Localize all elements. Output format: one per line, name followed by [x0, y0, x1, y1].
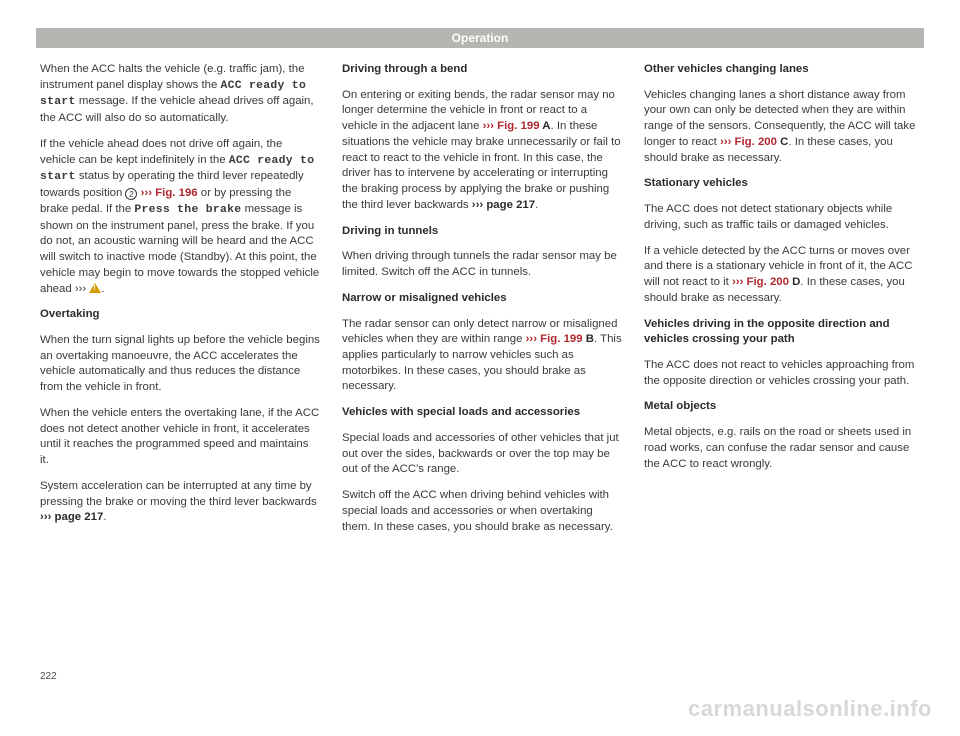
- page-number: 222: [40, 671, 57, 682]
- text: message is shown on the instrument panel…: [40, 203, 319, 295]
- figure-letter: D: [789, 276, 800, 288]
- section-title: Operation: [452, 31, 509, 45]
- subhead: Driving in tunnels: [342, 224, 622, 240]
- para: The ACC does not detect stationary objec…: [644, 202, 924, 233]
- column-2: Driving through a bend On entering or ex…: [342, 62, 622, 545]
- text: .: [101, 283, 104, 295]
- figure-letter: A: [540, 120, 551, 132]
- warning-icon: [89, 283, 101, 293]
- subhead: Metal objects: [644, 399, 924, 415]
- subhead: Other vehicles changing lanes: [644, 62, 924, 78]
- page-ref: ››› page 217: [40, 511, 103, 523]
- marker-circle: 2: [125, 188, 137, 200]
- para: Special loads and accessories of other v…: [342, 431, 622, 478]
- para: If the vehicle ahead does not drive off …: [40, 137, 320, 297]
- subhead: Overtaking: [40, 307, 320, 323]
- page-ref: ››› page 217: [472, 199, 535, 211]
- text: System acceleration can be interrupted a…: [40, 480, 317, 508]
- figure-ref: ››› Fig. 199: [526, 333, 583, 345]
- subhead: Vehicles with special loads and accessor…: [342, 405, 622, 421]
- para: On entering or exiting bends, the radar …: [342, 88, 622, 214]
- para: When the ACC halts the vehicle (e.g. tra…: [40, 62, 320, 127]
- subhead: Narrow or misaligned vehicles: [342, 291, 622, 307]
- para: When driving through tunnels the radar s…: [342, 249, 622, 280]
- para: Metal objects, e.g. rails on the road or…: [644, 425, 924, 472]
- section-header: Operation: [36, 28, 924, 48]
- para: If a vehicle detected by the ACC turns o…: [644, 244, 924, 307]
- figure-ref: ››› Fig. 199: [483, 120, 540, 132]
- column-1: When the ACC halts the vehicle (e.g. tra…: [40, 62, 320, 545]
- figure-ref: ››› Fig. 200: [720, 136, 777, 148]
- para: When the turn signal lights up before th…: [40, 333, 320, 396]
- figure-letter: C: [777, 136, 788, 148]
- subhead: Stationary vehicles: [644, 176, 924, 192]
- para: Vehicles changing lanes a short distance…: [644, 88, 924, 167]
- figure-ref: ››› Fig. 200: [732, 276, 789, 288]
- para: The ACC does not react to vehicles appro…: [644, 358, 924, 389]
- code-text: Press the brake: [134, 204, 241, 216]
- text: .: [103, 511, 106, 523]
- para: The radar sensor can only detect narrow …: [342, 317, 622, 396]
- subhead: Vehicles driving in the opposite directi…: [644, 317, 924, 348]
- watermark: carmanualsonline.info: [688, 696, 932, 722]
- para: System acceleration can be interrupted a…: [40, 479, 320, 526]
- body-columns: When the ACC halts the vehicle (e.g. tra…: [40, 62, 924, 545]
- para: Switch off the ACC when driving behind v…: [342, 488, 622, 535]
- arrows: ›››: [75, 283, 86, 295]
- figure-ref: ››› Fig. 196: [141, 187, 198, 199]
- text: . In these situations the vehicle may br…: [342, 120, 621, 211]
- column-3: Other vehicles changing lanes Vehicles c…: [644, 62, 924, 545]
- text: .: [535, 199, 538, 211]
- text: message. If the vehicle ahead drives off…: [40, 95, 314, 124]
- subhead: Driving through a bend: [342, 62, 622, 78]
- para: When the vehicle enters the overtaking l…: [40, 406, 320, 469]
- figure-letter: B: [583, 333, 594, 345]
